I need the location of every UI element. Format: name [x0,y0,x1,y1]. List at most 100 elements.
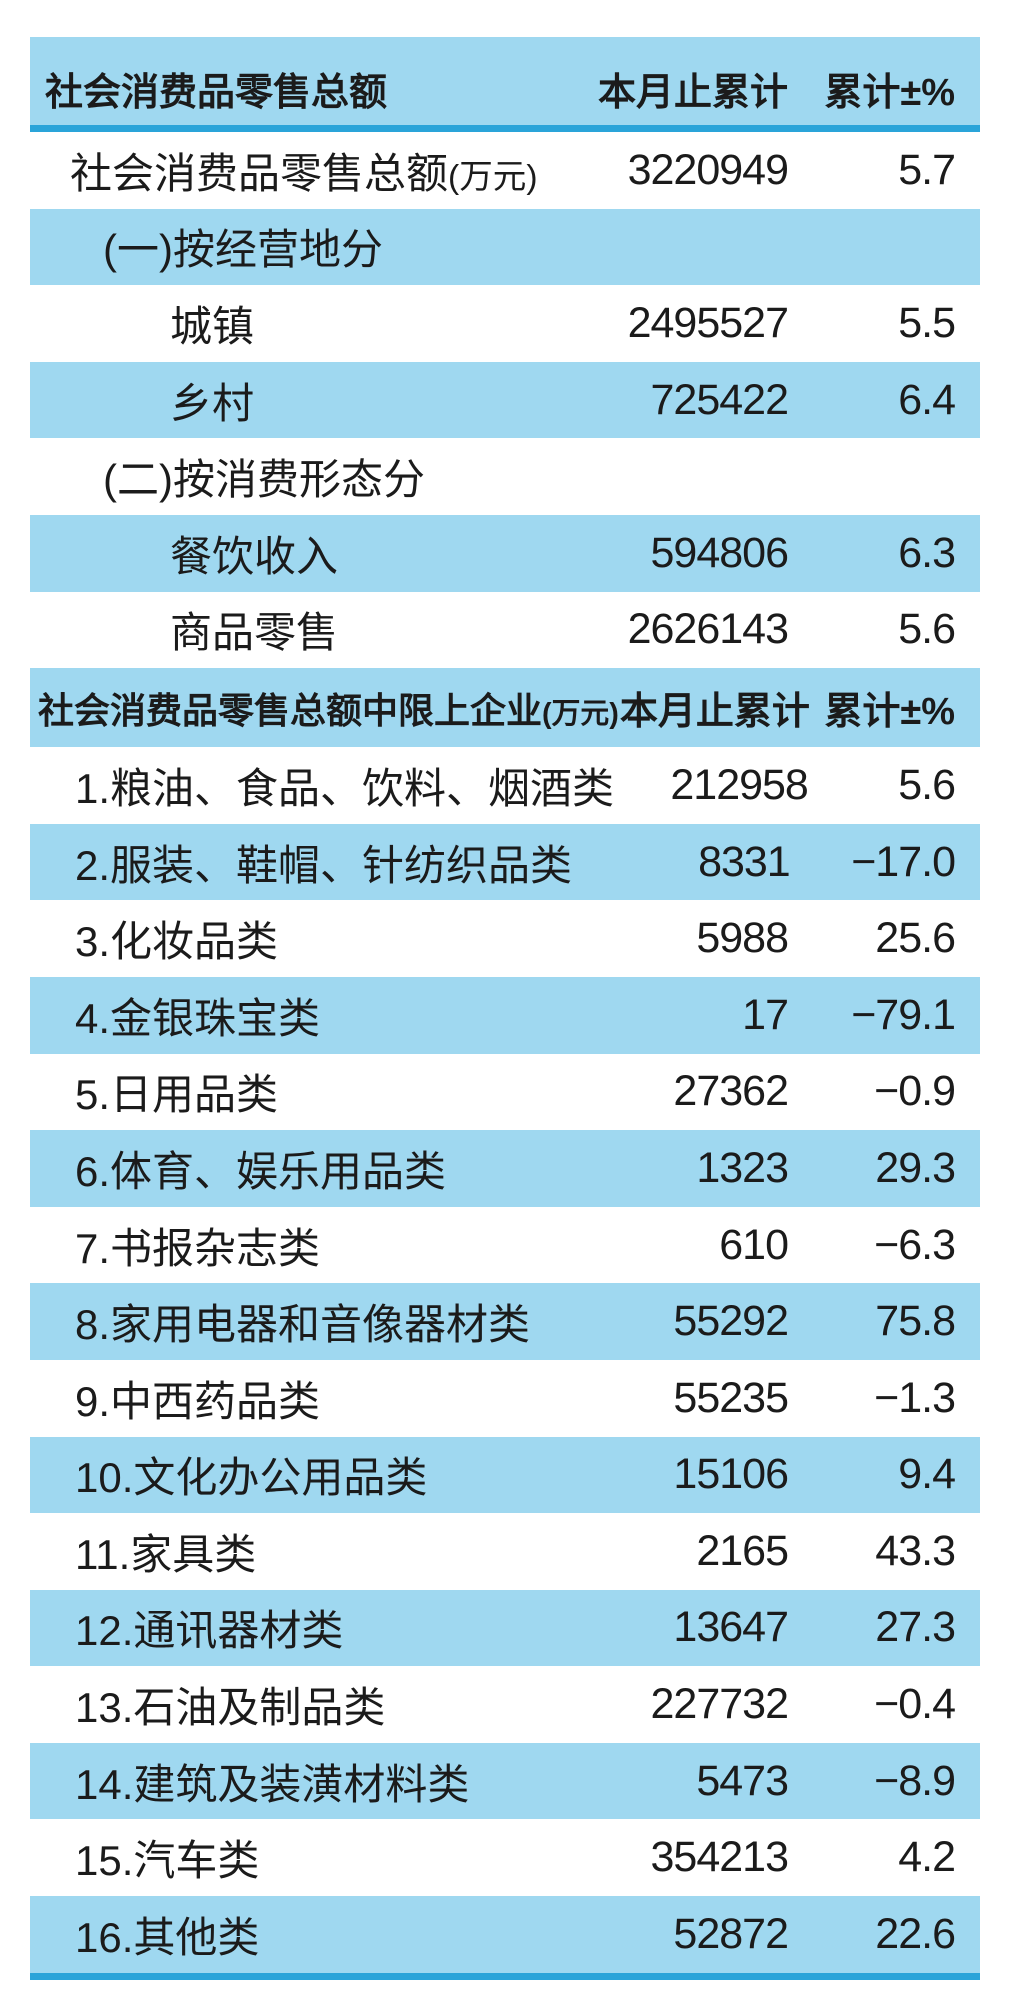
row-label-text: 社会消费品零售总额 [70,149,449,197]
row-value: 2495527 [627,298,789,347]
row-value: 5473 [696,1756,789,1805]
table-row: 15.汽车类 354213 4.2 [30,1819,980,1896]
section2-title-unit: (万元) [542,697,619,730]
table-row: 5.日用品类 27362 −0.9 [30,1054,980,1131]
row-value: 354213 [650,1833,790,1882]
row-label: 乡村 [170,379,255,427]
row-pct: −1.3 [874,1373,956,1422]
table-row: 4.金银珠宝类 17 −79.1 [30,976,980,1054]
row-label: (一)按经营地分 [103,226,383,274]
row-label: 16.其他类 [75,1913,260,1961]
table-row: 14.建筑及装潢材料类 5473 −8.9 [30,1742,980,1820]
row-label: 10.文化办公用品类 [75,1454,428,1502]
table-row: (一)按经营地分 [30,208,980,286]
table-row: 9.中西药品类 55235 −1.3 [30,1360,980,1437]
table-row: 社会消费品零售总额(万元) 3220949 5.7 [30,132,980,209]
row-label: 商品零售 [170,609,339,657]
row-pct: 4.2 [898,1833,956,1882]
table-row: 16.其他类 52872 22.6 [30,1896,980,1973]
retail-sales-table: 社会消费品零售总额 本月止累计 累计±% 社会消费品零售总额(万元) 32209… [30,37,980,1980]
row-label: 城镇 [170,302,255,350]
row-pct: 6.4 [898,375,956,424]
row-value: 3220949 [627,145,789,194]
table-row: 6.体育、娱乐用品类 1323 29.3 [30,1130,980,1207]
row-label: 8.家用电器和音像器材类 [75,1301,531,1349]
row-pct: 25.6 [875,914,956,963]
row-label: 13.石油及制品类 [75,1684,386,1732]
row-pct: 29.3 [875,1143,956,1192]
row-pct: −79.1 [851,990,956,1039]
table-row: 8.家用电器和音像器材类 55292 75.8 [30,1283,980,1360]
table-row: 乡村 725422 6.4 [30,361,980,439]
row-pct: 22.6 [875,1909,956,1958]
table-row: 12.通讯器材类 13647 27.3 [30,1589,980,1667]
table-row: 餐饮收入 594806 6.3 [30,514,980,592]
table-row: 3.化妆品类 5988 25.6 [30,900,980,977]
row-label: 社会消费品零售总额(万元) [30,140,568,201]
row-label: 2.服装、鞋帽、针纺织品类 [75,841,573,889]
row-value: 17 [742,990,789,1039]
row-value: 15106 [673,1450,789,1499]
row-pct: 75.8 [875,1297,956,1346]
row-label: 4.金银珠宝类 [75,994,321,1042]
section1-header: 社会消费品零售总额 本月止累计 累计±% [30,37,980,125]
row-value: 1323 [696,1143,789,1192]
row-pct: −8.9 [874,1756,956,1805]
row-label: 11.家具类 [75,1530,257,1578]
section1-column-header-pct: 累计±% [824,72,955,114]
section1-title: 社会消费品零售总额 [45,72,388,114]
row-pct: 5.6 [898,760,956,809]
row-label: (二)按消费形态分 [103,456,425,504]
row-value: 610 [719,1220,789,1269]
table-row: 7.书报杂志类 610 −6.3 [30,1207,980,1284]
row-pct: 5.7 [898,145,956,194]
row-value: 227732 [650,1680,790,1729]
section1-column-header-value: 本月止累计 [597,72,788,114]
row-value: 2165 [696,1526,789,1575]
row-label: 12.通讯器材类 [75,1607,344,1655]
row-value: 594806 [650,528,790,577]
row-value: 5988 [696,914,789,963]
row-label: 9.中西药品类 [75,1377,321,1425]
row-pct: 5.5 [898,298,956,347]
row-label: 5.日用品类 [75,1071,279,1119]
section2-column-header-value: 本月止累计 [619,691,810,734]
table-row: 13.石油及制品类 227732 −0.4 [30,1666,980,1743]
row-label-unit: (万元) [448,158,538,196]
row-label: 14.建筑及装潢材料类 [75,1760,470,1808]
header-rule [30,125,980,132]
row-pct: 9.4 [898,1450,956,1499]
row-label: 6.体育、娱乐用品类 [75,1147,447,1195]
section2-header: 社会消费品零售总额中限上企业(万元) 本月止累计 累计±% [30,668,980,748]
bottom-rule [30,1972,980,1980]
row-value: 2626143 [627,605,789,654]
section2-title: 社会消费品零售总额中限上企业(万元) [30,682,619,734]
row-value: 27362 [673,1067,789,1116]
row-value: 55292 [673,1297,789,1346]
row-pct: −17.0 [851,837,956,886]
row-pct: 43.3 [875,1526,956,1575]
row-value: 52872 [673,1909,789,1958]
table-row: 1.粮油、食品、饮料、烟酒类 212958 5.6 [30,747,980,824]
row-pct: −6.3 [874,1220,956,1269]
table-row: (二)按消费形态分 [30,438,980,515]
table-row: 2.服装、鞋帽、针纺织品类 8331 −17.0 [30,823,980,901]
row-label: 3.化妆品类 [75,918,279,966]
row-label: 1.粮油、食品、饮料、烟酒类 [75,764,615,812]
table-row: 商品零售 2626143 5.6 [30,592,980,669]
row-label: 餐饮收入 [170,532,339,580]
table-row: 10.文化办公用品类 15106 9.4 [30,1436,980,1514]
row-value: 8331 [698,837,791,886]
table-row: 城镇 2495527 5.5 [30,285,980,362]
row-value: 212958 [670,760,808,809]
row-pct: 6.3 [898,528,956,577]
section2-column-header-pct: 累计±% [824,691,955,734]
row-label: 15.汽车类 [75,1837,260,1885]
row-value: 13647 [673,1603,789,1652]
row-pct: −0.9 [874,1067,956,1116]
row-label: 7.书报杂志类 [75,1224,321,1272]
section2-title-text: 社会消费品零售总额中限上企业 [38,689,543,731]
row-value: 55235 [673,1373,789,1422]
table-row: 11.家具类 2165 43.3 [30,1513,980,1590]
